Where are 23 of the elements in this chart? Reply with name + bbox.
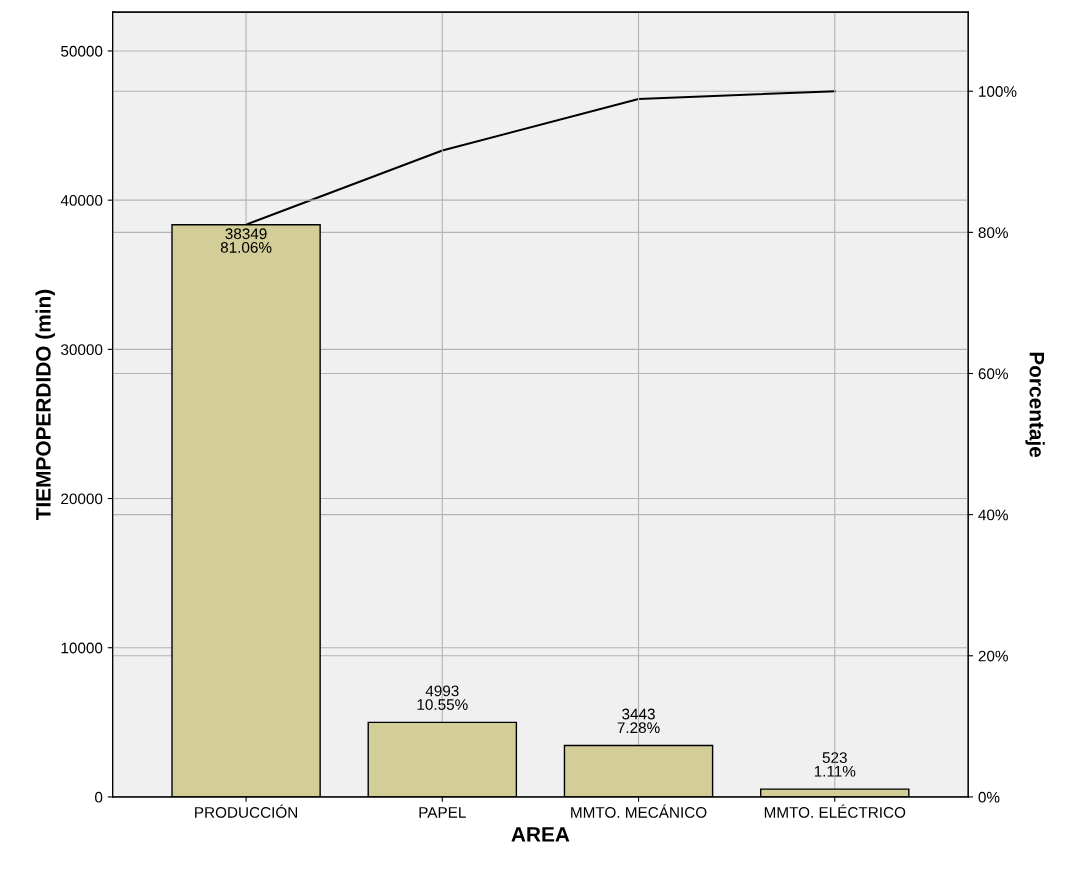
y-tick-label: 30000 — [61, 344, 103, 356]
y-tick-label: 10000 — [61, 642, 103, 654]
y-tick-label: 20000 — [61, 493, 103, 505]
y2-tick-label: 60% — [978, 368, 1008, 380]
x-tick-label: MMTO. ELÉCTRICO — [764, 804, 906, 818]
data-label: 38349 81.06% — [220, 228, 272, 253]
x-tick-label: MMTO. MECÁNICO — [571, 804, 707, 818]
x-tick-label: PRODUCCIÓN — [195, 804, 298, 818]
x-tick-label: PAPEL — [419, 807, 466, 818]
y-tick-label: 0 — [95, 791, 103, 803]
y2-tick-label: 100% — [979, 86, 1017, 97]
data-label: 4993 10.55% — [417, 685, 468, 710]
y2-tick-label: 40% — [978, 509, 1008, 521]
y-tick-label: 40000 — [60, 195, 103, 206]
x-axis-title: AREA — [511, 827, 570, 842]
y-axis-title: TIEMPOPERDIDO (min) — [35, 289, 55, 521]
y2-tick-label: 20% — [978, 650, 1008, 662]
y2-tick-label: 80% — [978, 227, 1008, 239]
data-label: 3443 7.28% — [617, 708, 660, 734]
data-label: 523 1.11% — [814, 752, 856, 777]
y-tick-label: 50000 — [61, 45, 103, 57]
y2-tick-label: 0% — [978, 791, 1000, 803]
y2-axis-title: Porcentaje — [1025, 352, 1045, 458]
